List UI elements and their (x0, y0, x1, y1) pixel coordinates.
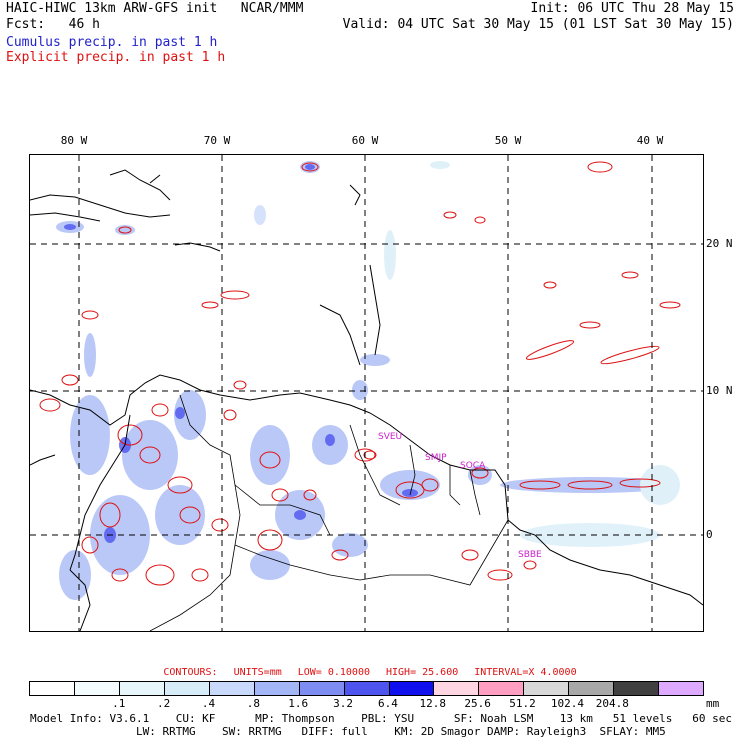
colorbar-label: 3.2 (333, 697, 353, 710)
cumulus-precip-label: Cumulus precip. in past 1 h (6, 35, 218, 50)
colorbar (29, 681, 704, 696)
colorbar-segment (524, 682, 570, 695)
colorbar-label: .4 (201, 697, 216, 710)
colorbar-segment (30, 682, 75, 695)
station-soca: SOCA (460, 461, 486, 471)
colorbar-segment (614, 682, 660, 695)
colorbar-label: 1.6 (288, 697, 309, 710)
colorbar-segment (389, 682, 435, 695)
colorbar-unit: mm (706, 697, 720, 710)
colorbar-segment (434, 682, 480, 695)
colorbar-segment (164, 682, 210, 695)
model-info-line2: LW: RRTMG SW: RRTMG DIFF: full KM: 2D Sm… (30, 725, 666, 738)
colorbar-segment (119, 682, 165, 695)
map-canvas: SVEU SMJP SOCA SBBE (30, 155, 703, 631)
lon-label-70w: 70 W (203, 134, 231, 147)
contour-interval: INTERVAL=X 4.0000 (474, 667, 577, 678)
lon-label-60w: 60 W (351, 134, 379, 147)
colorbar-segment (569, 682, 615, 695)
colorbar-segment (74, 682, 120, 695)
lat-label-0: 0 (706, 528, 713, 541)
explicit-precip-contours (39, 161, 681, 586)
lat-label-20n: 20 N (706, 237, 733, 250)
valid-time: Valid: 04 UTC Sat 30 May 15 (01 LST Sat … (342, 17, 734, 32)
station-smjp: SMJP (425, 453, 447, 463)
init-time: Init: 06 UTC Thu 28 May 15 (530, 1, 735, 16)
colorbar-segment (254, 682, 300, 695)
lon-label-50w: 50 W (494, 134, 522, 147)
contour-units: UNITS=mm (233, 667, 282, 678)
graticule (30, 155, 703, 631)
colorbar-segment (299, 682, 345, 695)
colorbar-segment (209, 682, 255, 695)
station-sbbe: SBBE (518, 550, 542, 560)
contour-info: CONTOURS: UNITS=mm LOW= 0.10000 HIGH= 25.60… (0, 667, 740, 678)
contour-high: HIGH= 25.600 (386, 667, 459, 678)
model-info-line1: Model Info: V3.6.1 CU: KF MP: Thompson P… (30, 712, 732, 725)
lon-label-40w: 40 W (636, 134, 664, 147)
forecast-hour: Fcst: 46 h (6, 17, 100, 32)
colorbar-label: .2 (156, 697, 171, 710)
colorbar-segment (479, 682, 525, 695)
explicit-precip-label: Explicit precip. in past 1 h (6, 50, 226, 65)
colorbar-label: .1 (112, 697, 126, 710)
colorbar-segment (344, 682, 390, 695)
colorbar-label: 51.2 (509, 697, 536, 710)
country-boundaries (149, 394, 509, 631)
map-title: HAIC-HIWC 13km ARW-GFS init NCAR/MMM (6, 1, 304, 16)
contour-label: CONTOURS: (163, 667, 218, 678)
contour-low: LOW= 0.10000 (297, 667, 370, 678)
precip-map: SVEU SMJP SOCA SBBE (29, 154, 704, 632)
colorbar-label: 6.4 (377, 697, 398, 710)
colorbar-label: 204.8 (595, 697, 629, 710)
lat-label-10n: 10 N (706, 384, 733, 397)
colorbar-label: 102.4 (550, 697, 584, 710)
colorbar-label: 12.8 (419, 697, 447, 710)
colorbar-segment (659, 682, 704, 695)
lon-label-80w: 80 W (60, 134, 88, 147)
station-sveu: SVEU (378, 432, 402, 442)
colorbar-label: 25.6 (464, 697, 491, 710)
colorbar-label: .8 (246, 697, 260, 710)
